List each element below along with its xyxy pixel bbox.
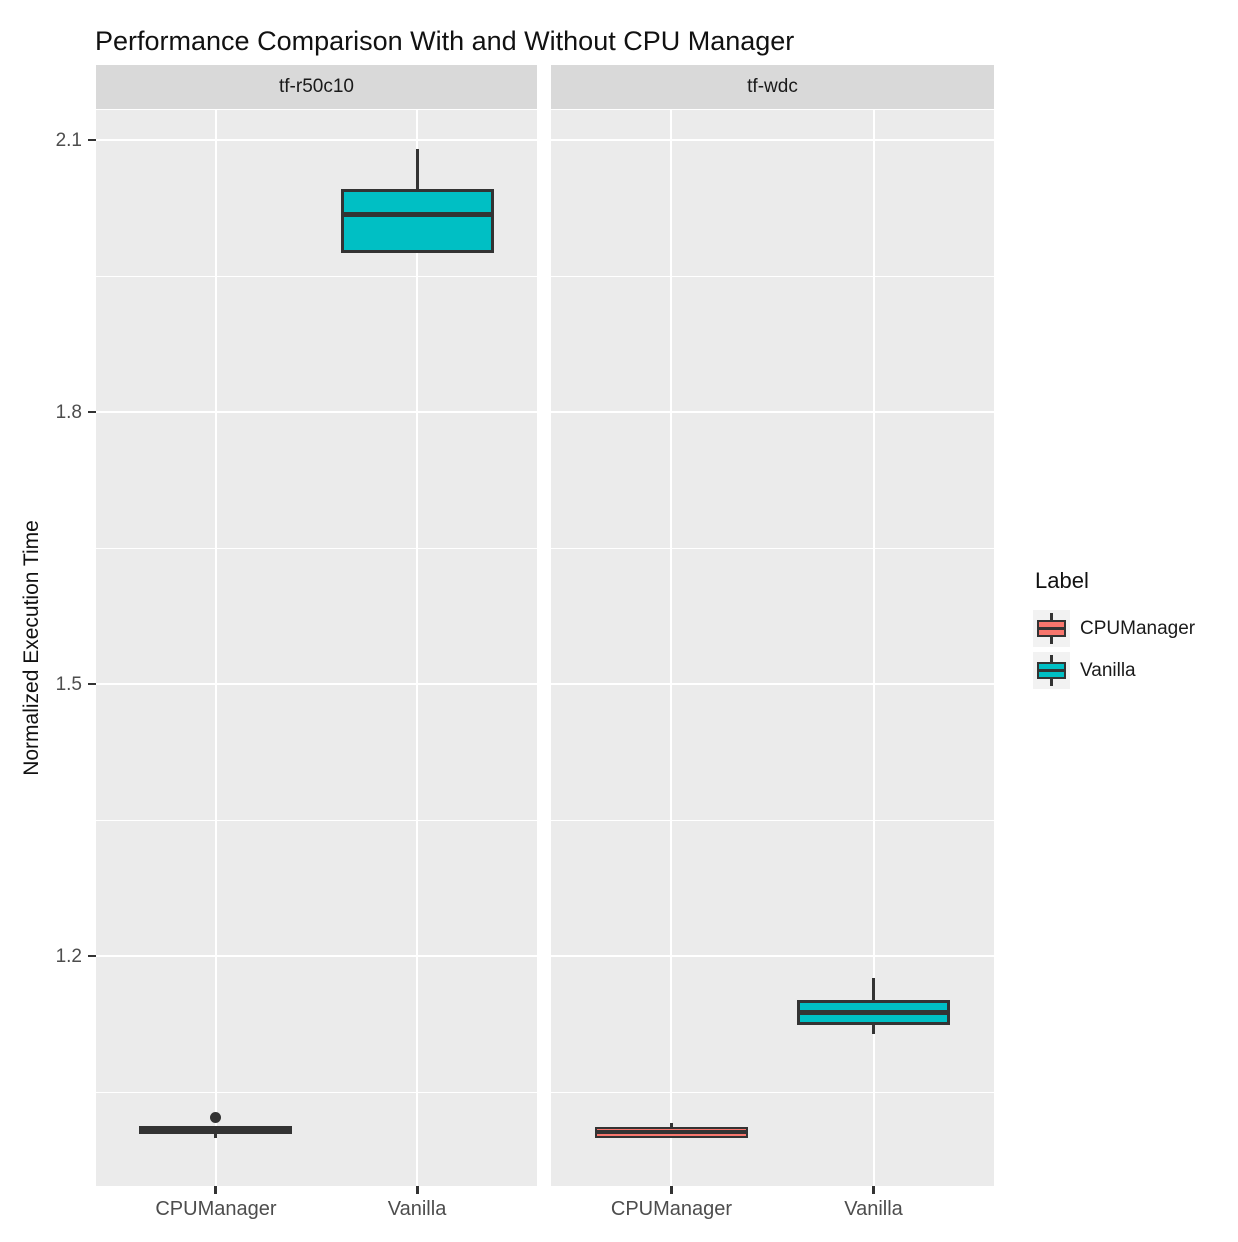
boxplot-median — [800, 1010, 947, 1016]
gridline-major-v — [670, 110, 673, 1186]
gridline-minor-h — [96, 1092, 537, 1094]
y-tick-mark — [88, 411, 96, 414]
boxplot-glyph-median — [1037, 627, 1066, 630]
y-tick-label: 1.2 — [55, 946, 82, 968]
y-tick-label: 1.8 — [55, 402, 82, 424]
gridline-major-v — [214, 110, 217, 1186]
y-tick-mark — [88, 138, 96, 141]
gridline-major-h — [96, 955, 537, 958]
boxplot-whisker-upper — [669, 1123, 673, 1128]
boxplot-median — [343, 211, 491, 217]
gridline-minor-h — [551, 819, 994, 821]
boxplot-glyph-median — [1037, 669, 1066, 672]
legend-entry-vanilla: Vanilla — [1033, 652, 1233, 689]
gridline-minor-h — [551, 547, 994, 549]
facet-panel-tf-r50c10 — [96, 110, 537, 1186]
x-tick-mark — [669, 1186, 673, 1194]
x-tick-mark — [214, 1186, 218, 1194]
x-tick-mark — [415, 1186, 419, 1194]
y-tick-mark — [88, 955, 96, 958]
gridline-major-h — [551, 138, 994, 141]
gridline-major-v — [416, 110, 419, 1186]
legend-title: Label — [1035, 568, 1089, 593]
gridline-minor-h — [551, 1092, 994, 1094]
gridline-minor-h — [96, 275, 537, 277]
boxplot-whisker-lower — [872, 1025, 875, 1034]
legend-entry-cpumanager: CPUManager — [1033, 610, 1233, 647]
boxplot-whisker-upper — [872, 978, 875, 1000]
gridline-major-h — [551, 683, 994, 686]
facet-strip-tf-r50c10: tf-r50c10 — [96, 65, 537, 109]
legend: Label CPUManager Vanilla — [1033, 568, 1233, 694]
boxplot-whisker-upper — [415, 149, 419, 189]
boxplot-median — [596, 1130, 746, 1135]
x-tick-label: CPUManager — [155, 1198, 277, 1220]
facet-strip-label: tf-r50c10 — [279, 76, 354, 97]
y-tick-label: 2.1 — [55, 129, 82, 151]
boxplot-whisker-lower — [214, 1134, 218, 1138]
facet-strip-label: tf-wdc — [747, 76, 798, 97]
legend-entries: CPUManager Vanilla — [1033, 610, 1233, 689]
y-tick-label: 1.5 — [55, 674, 82, 696]
legend-entry-label: Vanilla — [1080, 659, 1136, 681]
gridline-major-h — [96, 138, 537, 141]
gridline-minor-h — [96, 547, 537, 549]
boxplot-box-vanilla — [340, 188, 494, 254]
boxplot-median — [141, 1127, 291, 1132]
gridline-minor-h — [551, 275, 994, 277]
legend-key-boxplot-icon — [1033, 652, 1070, 689]
x-tick-label: Vanilla — [387, 1198, 447, 1220]
x-tick-label: CPUManager — [610, 1198, 733, 1220]
gridline-major-h — [551, 411, 994, 414]
gridline-major-v — [872, 110, 875, 1186]
y-tick-mark — [88, 683, 96, 686]
facet-panel-tf-wdc — [551, 110, 994, 1186]
gridline-major-h — [96, 683, 537, 686]
legend-key-boxplot-icon — [1033, 610, 1070, 647]
facet-strip-tf-wdc: tf-wdc — [551, 65, 994, 109]
gridline-major-h — [551, 955, 994, 958]
gridline-minor-h — [96, 819, 537, 821]
gridline-major-h — [96, 411, 537, 414]
chart-title: Performance Comparison With and Without … — [95, 26, 795, 56]
legend-entry-label: CPUManager — [1080, 617, 1196, 639]
outlier-point — [210, 1112, 222, 1124]
y-axis-title: Normalized Execution Time — [20, 520, 43, 776]
x-tick-label: Vanilla — [844, 1198, 903, 1220]
x-tick-mark — [872, 1186, 875, 1194]
